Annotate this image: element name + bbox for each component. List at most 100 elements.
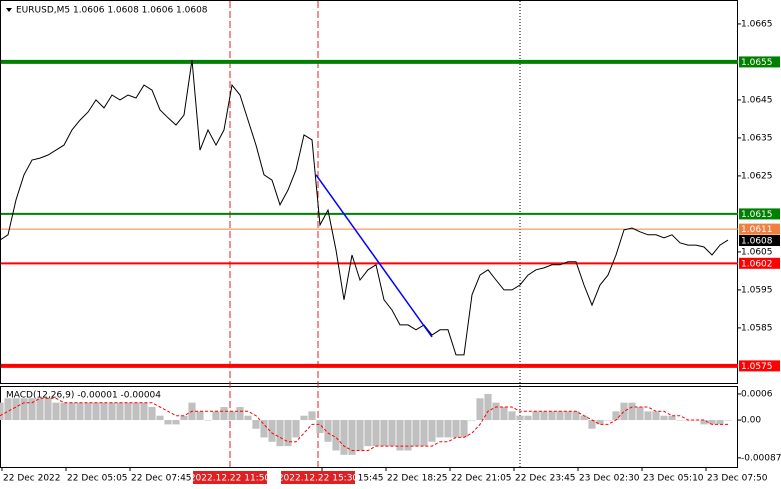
menu-arrow <box>6 8 12 12</box>
level-label: 1.0611 <box>741 225 773 235</box>
macd-bar <box>52 402 60 421</box>
macd-bar <box>460 420 468 438</box>
macd-bar <box>212 411 220 421</box>
chart-title: EURUSD,M5 1.0606 1.0608 1.0606 1.0608 <box>16 6 208 16</box>
macd-bar <box>380 420 388 447</box>
macd-bar <box>676 420 684 421</box>
macd-bar <box>388 420 396 447</box>
macd-bar <box>332 420 340 451</box>
macd-bar <box>372 420 380 447</box>
macd-bar <box>588 420 596 429</box>
macd-bar <box>596 420 604 425</box>
level-label: 1.0602 <box>741 259 773 269</box>
macd-bar <box>148 407 156 421</box>
level-box <box>739 257 780 269</box>
macd-bar <box>308 411 316 421</box>
vline-label-box <box>193 471 267 484</box>
y-tick-label: 1.0625 <box>741 171 773 181</box>
macd-bar <box>668 415 676 421</box>
macd-bar <box>84 402 92 421</box>
macd-bar <box>68 402 76 421</box>
macd-bar <box>412 420 420 447</box>
y-tick-label: 1.0605 <box>741 247 773 257</box>
macd-bar <box>636 407 644 421</box>
macd-bar <box>92 402 100 421</box>
macd-bar <box>468 420 476 421</box>
macd-bar <box>36 398 44 421</box>
macd-bar <box>252 420 260 429</box>
x-tick-label: 23 Dec 05:10 <box>643 474 704 484</box>
macd-bar <box>572 411 580 421</box>
macd-bar <box>700 420 708 425</box>
main-panel <box>0 0 738 384</box>
macd-title: MACD(12,26,9) -0.00001 -0.00004 <box>6 391 161 401</box>
macd-bar <box>196 411 204 421</box>
macd-bar <box>44 398 52 421</box>
current-price-box <box>739 235 780 247</box>
macd-bar <box>532 411 540 421</box>
vline-label: 2022.12.22 11:50 <box>190 474 271 484</box>
y-tick-label: 1.0595 <box>741 285 773 295</box>
x-tick-label: 22 Dec 21:05 <box>451 474 512 484</box>
macd-bar <box>316 420 324 434</box>
macd-bar <box>236 407 244 421</box>
macd-bar <box>724 420 732 421</box>
macd-bar <box>660 415 668 421</box>
macd-bar <box>364 420 372 447</box>
level-box <box>739 208 780 220</box>
macd-bar <box>540 411 548 421</box>
macd-bar <box>484 393 492 421</box>
x-tick-label: 22 Dec 23:45 <box>515 474 576 484</box>
macd-bar <box>444 420 452 438</box>
macd-bar <box>164 420 172 425</box>
level-label: 1.0575 <box>741 362 773 372</box>
macd-bar <box>0 402 4 421</box>
x-tick-label: 22 Dec 05:05 <box>67 474 128 484</box>
macd-bar <box>228 411 236 421</box>
macd-bar <box>500 407 508 421</box>
macd-bar <box>652 411 660 421</box>
macd-bar <box>716 420 724 425</box>
current-price-label: 1.0608 <box>741 237 773 247</box>
macd-bar <box>284 420 292 447</box>
macd-bar <box>452 420 460 438</box>
level-label: 1.0615 <box>741 210 773 220</box>
y-tick-label: 0.00 <box>741 416 761 426</box>
macd-bar <box>644 411 652 421</box>
macd-bar <box>276 420 284 447</box>
macd-bar <box>4 398 12 421</box>
macd-bar <box>516 415 524 421</box>
y-tick-label: -0.00087 <box>741 453 781 463</box>
macd-bar <box>356 420 364 451</box>
macd-bar <box>324 420 332 442</box>
macd-bar <box>420 420 428 447</box>
price-line <box>0 59 729 356</box>
macd-bar <box>76 402 84 421</box>
macd-bar <box>692 420 700 421</box>
macd-bar <box>548 411 556 421</box>
vline-label-box <box>281 471 355 484</box>
level-box <box>739 223 780 235</box>
macd-bar <box>556 411 564 421</box>
macd-bar <box>292 420 300 438</box>
macd-bar <box>604 420 612 421</box>
macd-bar <box>20 398 28 421</box>
macd-bar <box>564 411 572 421</box>
level-box <box>739 56 780 68</box>
macd-bar <box>428 420 436 442</box>
macd-bar <box>708 420 716 425</box>
y-tick-label: 1.0665 <box>741 19 773 29</box>
signal-line <box>0 397 728 451</box>
macd-bar <box>580 415 588 421</box>
macd-bar <box>156 415 164 421</box>
macd-bar <box>124 402 132 421</box>
x-tick-label: 23 Dec 02:30 <box>579 474 640 484</box>
macd-bar <box>348 420 356 455</box>
vline-label: 2022.12.22 15:30 <box>278 474 359 484</box>
macd-bar <box>436 420 444 438</box>
x-tick-label: 22 Dec 18:25 <box>387 474 448 484</box>
macd-bar <box>396 420 404 451</box>
macd-bar <box>492 402 500 421</box>
macd-bar <box>260 420 268 438</box>
macd-bar <box>172 420 180 425</box>
